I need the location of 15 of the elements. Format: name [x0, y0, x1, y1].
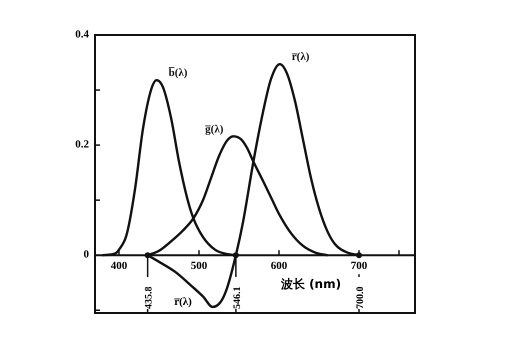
- ref-line-label: 546.1: [232, 286, 243, 309]
- series-label: g̅(λ): [204, 123, 224, 136]
- x-tick-label: 400: [110, 260, 128, 272]
- annotation: r̅(λ): [174, 296, 192, 308]
- series-label: r̅(λ): [292, 51, 310, 64]
- y-tick-label: 0: [84, 248, 90, 261]
- x-tick-label: 700: [350, 260, 368, 272]
- y-tick-label: 0.4: [75, 28, 90, 41]
- y-tick-label: 0.2: [75, 138, 90, 151]
- ref-line-label: 435.8: [144, 286, 155, 309]
- series-label: b̅(λ): [168, 66, 188, 80]
- x-tick-label: 500: [190, 260, 208, 272]
- ref-line-label: 700.0: [355, 286, 366, 309]
- x-tick-label: 600: [270, 260, 288, 272]
- x-axis-title: 波长 (nm): [280, 277, 342, 292]
